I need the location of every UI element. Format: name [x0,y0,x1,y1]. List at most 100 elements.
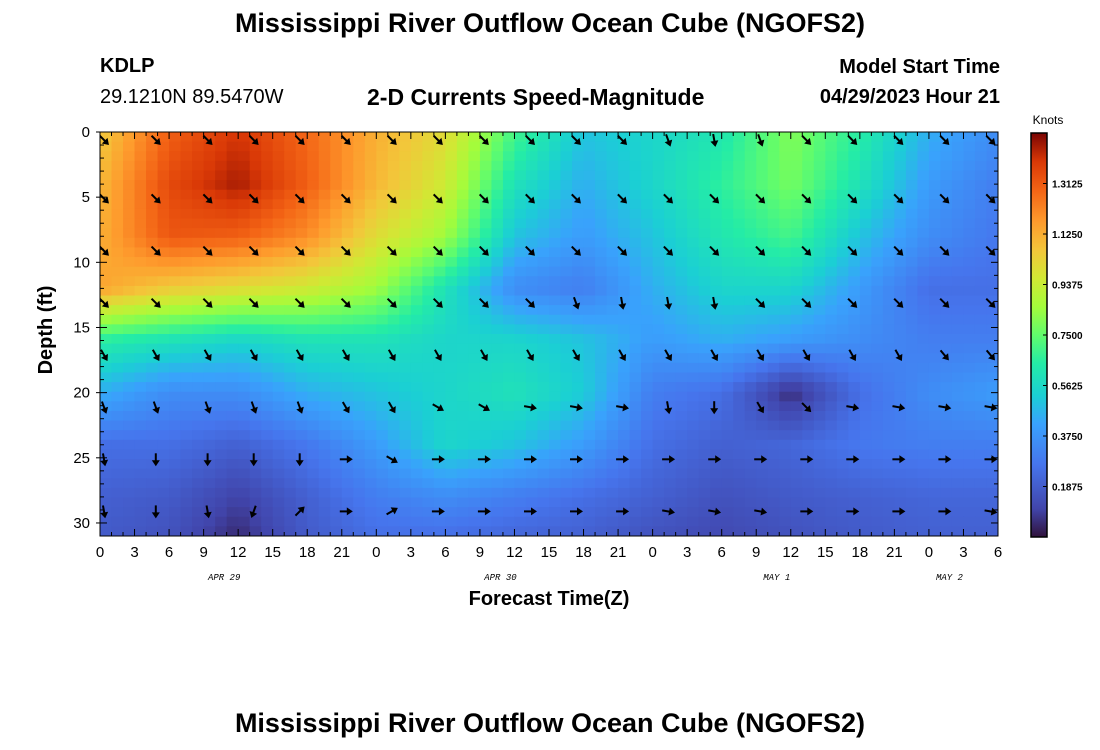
heatmap-cell [284,257,297,268]
heatmap-cell [974,189,988,200]
heatmap-cell [525,199,539,210]
heatmap-cell [468,324,481,335]
heatmap-cell [744,430,757,441]
heatmap-cell [479,439,493,451]
heatmap-cell [859,160,872,172]
heatmap-cell [836,285,849,297]
heatmap-cell [111,160,124,172]
heatmap-cell [192,334,205,345]
heatmap-cell [721,141,734,152]
heatmap-cell [146,247,159,258]
heatmap-cell [238,199,251,210]
heatmap-cell [203,189,216,200]
heatmap-cell [882,468,895,479]
heatmap-cell [364,497,377,508]
heatmap-cell [595,257,608,268]
heatmap-cell [123,516,136,527]
heatmap-cell [675,218,688,229]
heatmap-cell [341,526,354,536]
heatmap-cell [502,449,516,460]
heatmap-cell [100,487,113,499]
heatmap-cell [905,132,919,143]
heatmap-cell [917,151,930,162]
heatmap-cell [560,132,573,143]
heatmap-cell [710,516,723,527]
heatmap-cell [606,497,619,508]
heatmap-cell [917,237,930,249]
heatmap-cell [249,430,262,441]
heatmap-cell [606,507,619,518]
heatmap-cell [618,459,631,470]
heatmap-cell [848,372,861,383]
heatmap-cell [146,507,159,518]
heatmap-cell [433,208,446,220]
heatmap-cell [871,228,884,239]
heatmap-cell [664,324,677,335]
heatmap-cell [687,247,700,258]
heatmap-cell [629,257,642,268]
heatmap-cell [710,295,723,306]
heatmap-cell [698,237,711,249]
current-arrow [708,455,722,464]
heatmap-cell [330,132,343,143]
heatmap-cell [341,459,354,470]
heatmap-cell [238,276,251,287]
heatmap-cell [882,285,895,297]
heatmap-cell [825,151,838,162]
current-arrow [386,193,397,204]
heatmap-cell [318,247,331,258]
heatmap-cell [514,449,527,460]
heatmap-cell [606,276,619,287]
heatmap-cell [917,266,930,277]
heatmap-cell [963,285,976,297]
heatmap-cell [664,468,677,479]
heatmap-cell [905,151,919,162]
heatmap-cell [514,401,527,412]
heatmap-cell [928,208,942,220]
heatmap-cell [272,391,285,402]
heatmap-cell [111,343,124,354]
heatmap-cell [687,439,700,451]
heatmap-cell [295,295,308,306]
heatmap-cell [307,343,320,354]
heatmap-cell [307,410,320,422]
heatmap-cell [894,208,907,220]
heatmap-cell [295,401,308,412]
heatmap-cell [618,266,631,277]
heatmap-cell [710,218,723,229]
heatmap-cell [295,160,308,172]
heatmap-cell [675,362,688,374]
heatmap-cell [502,160,516,172]
heatmap-cell [238,507,251,518]
heatmap-cell [779,324,792,335]
heatmap-cell [146,324,159,335]
heatmap-cell [572,334,585,345]
heatmap-cell [675,468,688,479]
heatmap-cell [698,401,711,412]
heatmap-cell [238,266,251,277]
heatmap-cell [203,228,216,239]
current-arrow [802,349,811,362]
heatmap-cell [100,141,113,152]
heatmap-cell [433,160,446,172]
heatmap-cell [468,507,481,518]
heatmap-cell [606,218,619,229]
heatmap-cell [606,189,619,200]
heatmap-cell [100,324,113,335]
x-tick-label: 6 [441,544,449,561]
heatmap-cell [606,257,619,268]
heatmap-cell [295,314,308,325]
heatmap-cell [652,228,665,239]
current-arrow [938,455,952,464]
heatmap-cell [606,305,619,316]
heatmap-cell [100,314,113,325]
heatmap-cell [710,305,723,316]
heatmap-cell [456,343,470,354]
heatmap-cell [871,218,884,229]
heatmap-cell [583,257,596,268]
heatmap-cell [882,276,895,287]
heatmap-cell [917,449,930,460]
heatmap-cell [825,420,838,431]
heatmap-cell [410,526,423,536]
heatmap-cell [963,382,976,393]
